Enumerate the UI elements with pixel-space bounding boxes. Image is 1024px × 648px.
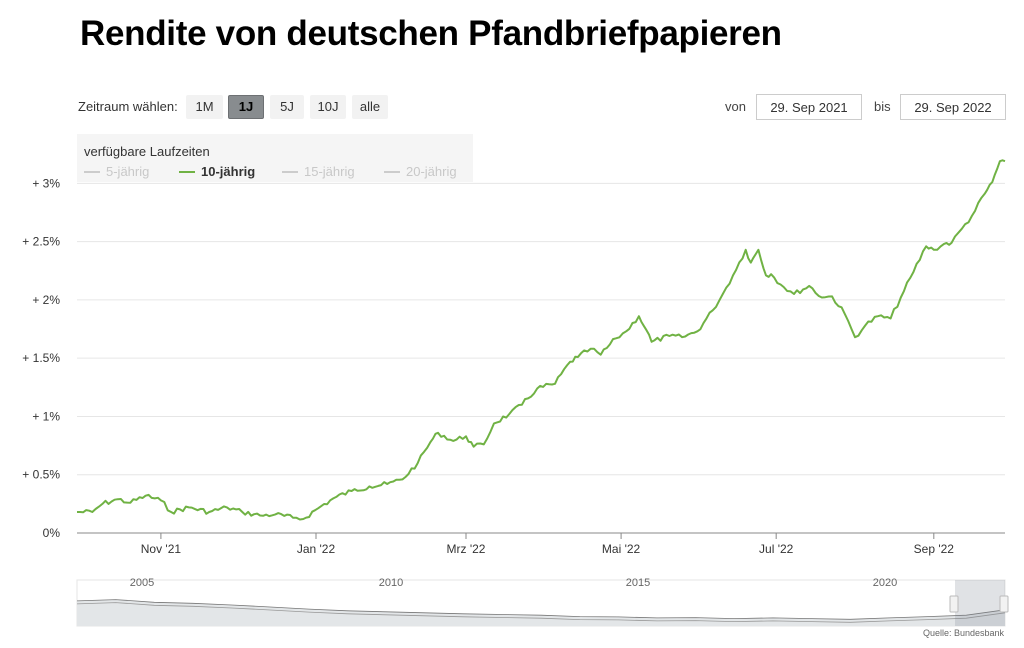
y-tick-label: 0% bbox=[43, 526, 61, 540]
navigator-area bbox=[77, 599, 1005, 626]
y-tick-label: + 2.5% bbox=[22, 235, 60, 249]
navigator-handle-left[interactable] bbox=[949, 595, 959, 613]
x-tick-label: Jan '22 bbox=[297, 542, 336, 556]
range-label: Zeitraum wählen: bbox=[78, 99, 178, 114]
legend-item-label: 20-jährig bbox=[406, 164, 457, 179]
legend-swatch bbox=[84, 170, 100, 173]
x-tick-label: Mai '22 bbox=[602, 542, 641, 556]
legend-item-10-jaehrig[interactable]: 10-jährig bbox=[179, 164, 255, 179]
x-tick-label: Sep '22 bbox=[914, 542, 955, 556]
from-date-input[interactable] bbox=[756, 94, 862, 120]
navigator-tick-label: 2010 bbox=[379, 577, 403, 589]
legend-swatch bbox=[384, 170, 400, 173]
x-tick-label: Jul '22 bbox=[759, 542, 794, 556]
legend-swatch bbox=[179, 170, 195, 173]
legend-item-5-jaehrig[interactable]: 5-jährig bbox=[84, 164, 149, 179]
range-button-10j[interactable]: 10J bbox=[310, 95, 346, 119]
navigator-line bbox=[76, 599, 1006, 620]
y-tick-label: + 1% bbox=[32, 409, 60, 423]
y-tick-label: + 0.5% bbox=[22, 468, 60, 482]
navigator-tick-label: 2020 bbox=[873, 577, 897, 589]
series-line-10-jaehrig bbox=[77, 159, 1006, 521]
legend: verfügbare Laufzeiten 5-jährig 10-jährig… bbox=[77, 134, 473, 182]
navigator-line bbox=[76, 602, 1006, 623]
range-button-1m[interactable]: 1M bbox=[186, 95, 223, 119]
range-button-1j[interactable]: 1J bbox=[228, 95, 264, 119]
legend-item-label: 10-jährig bbox=[201, 164, 256, 179]
legend-title: verfügbare Laufzeiten bbox=[84, 144, 210, 159]
navigator-handle-right[interactable] bbox=[999, 595, 1009, 613]
legend-item-label: 5-jährig bbox=[106, 164, 150, 179]
to-label: bis bbox=[874, 99, 891, 114]
range-button-5j[interactable]: 5J bbox=[270, 95, 304, 119]
y-tick-label: + 2% bbox=[32, 293, 60, 307]
x-tick-label: Nov '21 bbox=[141, 542, 182, 556]
y-tick-label: + 1.5% bbox=[22, 351, 60, 365]
range-button-alle[interactable]: alle bbox=[352, 95, 388, 119]
y-tick-label: + 3% bbox=[32, 176, 60, 190]
legend-item-15-jaehrig[interactable]: 15-jährig bbox=[282, 164, 355, 179]
page-title: Rendite von deutschen Pfandbriefpapieren bbox=[80, 14, 782, 53]
legend-item-label: 15-jährig bbox=[304, 164, 355, 179]
navigator-selection[interactable] bbox=[955, 580, 1005, 626]
legend-swatch bbox=[282, 170, 298, 173]
legend-item-20-jaehrig[interactable]: 20-jährig bbox=[384, 164, 457, 179]
navigator-tick-label: 2005 bbox=[130, 577, 154, 589]
source-credit: Quelle: Bundesbank bbox=[922, 628, 1004, 638]
to-date-input[interactable] bbox=[900, 94, 1006, 120]
from-label: von bbox=[725, 99, 746, 114]
navigator-tick-label: 2015 bbox=[626, 577, 650, 589]
x-tick-label: Mrz '22 bbox=[447, 542, 486, 556]
